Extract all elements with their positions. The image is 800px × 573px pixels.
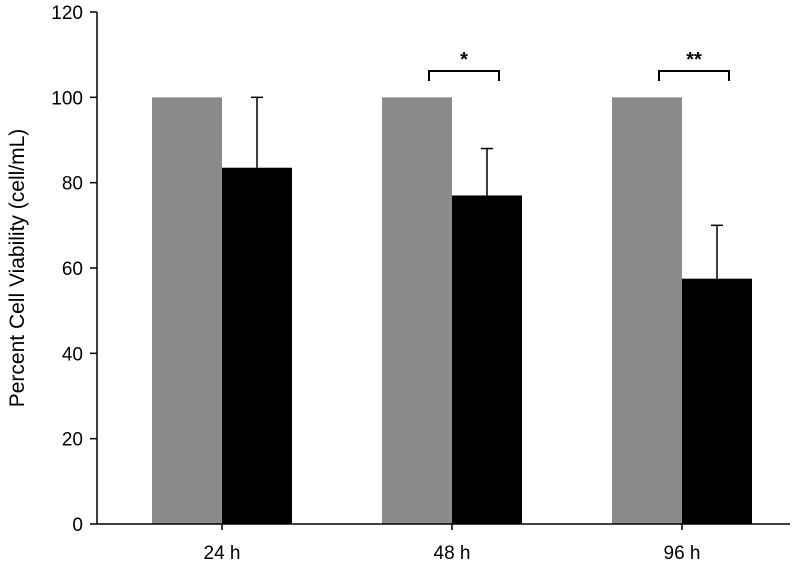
bars-group xyxy=(152,97,752,524)
y-axis-title: Percent Cell Viability (cell/mL) xyxy=(6,129,29,408)
bar xyxy=(452,195,522,524)
bar xyxy=(682,278,752,524)
y-tick-label: 0 xyxy=(72,515,83,536)
y-tick-label: 100 xyxy=(51,88,83,109)
x-tick-label: 24 h xyxy=(204,543,241,564)
bar xyxy=(222,167,292,524)
y-tick-label: 40 xyxy=(62,344,83,365)
bar xyxy=(612,97,682,524)
y-tick-label: 60 xyxy=(62,259,83,280)
y-tick-label: 20 xyxy=(62,430,83,451)
significance-bracket xyxy=(658,70,730,81)
x-tick-label: 96 h xyxy=(664,543,701,564)
bar xyxy=(152,97,222,524)
y-axis-ticks: 0 20 40 60 80 100 120 xyxy=(51,3,97,536)
y-tick-label: 120 xyxy=(51,3,83,24)
error-bars-group xyxy=(251,96,723,279)
x-axis-labels: 24 h 48 h 96 h xyxy=(204,524,701,564)
y-tick-label: 80 xyxy=(62,174,83,195)
significance-bracket xyxy=(428,70,500,81)
significance-marker: * xyxy=(460,49,468,71)
significance-group: * ** xyxy=(428,49,730,81)
x-tick-label: 48 h xyxy=(434,543,471,564)
bar xyxy=(382,97,452,524)
significance-marker: ** xyxy=(686,49,702,71)
